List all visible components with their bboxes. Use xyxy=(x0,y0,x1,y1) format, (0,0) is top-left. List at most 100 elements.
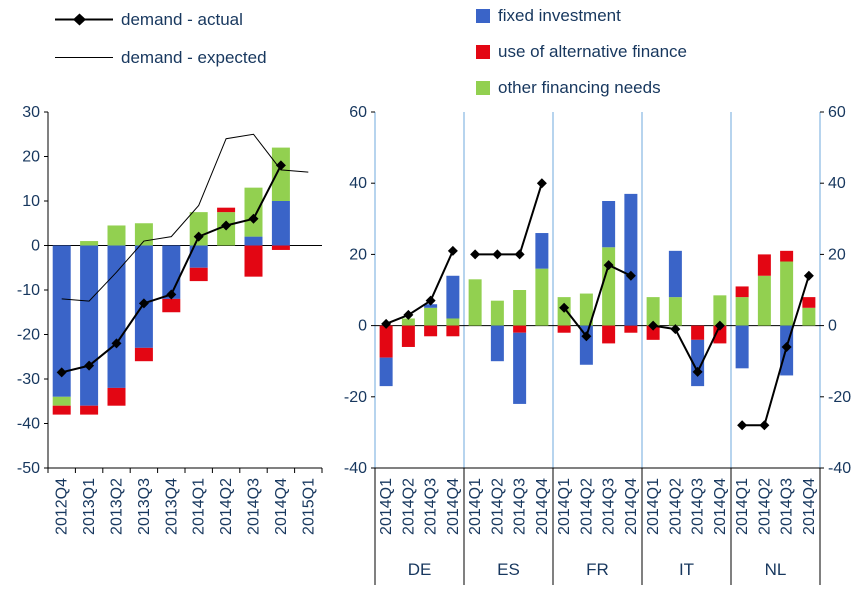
diamond-marker xyxy=(581,331,592,342)
y-axis-label-right: 0 xyxy=(828,318,837,335)
alternative-finance-swatch-icon xyxy=(476,44,490,59)
y-axis-label-right: 20 xyxy=(828,246,846,263)
bar-segment xyxy=(424,325,438,337)
x-axis-label: 2014Q1 xyxy=(191,478,208,535)
diamond-marker xyxy=(275,160,286,171)
bar-segment xyxy=(52,396,71,406)
bar-segment xyxy=(244,245,263,277)
legend-item-fixed-investment: fixed investment xyxy=(476,6,687,25)
diamond-marker xyxy=(536,178,547,189)
diamond-marker xyxy=(248,213,259,224)
diamond-marker xyxy=(447,245,458,256)
bar-segment xyxy=(134,245,153,348)
y-axis-label-right: -20 xyxy=(828,389,851,406)
country-label: IT xyxy=(679,560,694,579)
bar-segment xyxy=(446,325,460,337)
legend-item-alternative-finance: use of alternative finance xyxy=(476,42,687,61)
bar-segment xyxy=(244,187,263,237)
bar-segment xyxy=(162,298,181,313)
diamond-marker xyxy=(759,420,770,431)
y-axis-label-left: 60 xyxy=(349,104,367,121)
diamond-marker xyxy=(603,260,614,271)
bar-segment xyxy=(780,261,794,326)
bar-segment xyxy=(107,245,126,388)
bar-segment xyxy=(513,332,527,404)
bar-segment xyxy=(624,193,638,326)
x-axis-label: 2014Q2 xyxy=(578,478,595,535)
bar-segment xyxy=(557,325,571,333)
diamond-marker xyxy=(166,289,177,300)
country-label: DE xyxy=(408,560,432,579)
bar-segment xyxy=(80,245,99,406)
bar-segment xyxy=(735,325,749,369)
y-axis-label: -40 xyxy=(17,416,40,433)
diamond-marker xyxy=(625,270,636,281)
bar-segment xyxy=(80,241,99,246)
y-axis-label: -30 xyxy=(17,371,40,388)
bar-segment xyxy=(646,297,660,326)
bar-segment xyxy=(802,307,816,326)
x-axis-label: 2014Q3 xyxy=(246,478,263,535)
bar-segment xyxy=(513,290,527,326)
demand-line xyxy=(475,182,543,256)
legend-item-other-financing-needs: other financing needs xyxy=(476,78,687,97)
bar-segment xyxy=(271,245,290,250)
bar-segment xyxy=(424,304,438,308)
x-axis-label: 2013Q4 xyxy=(163,478,180,535)
bar-segment xyxy=(668,250,682,298)
y-axis-label: -20 xyxy=(17,327,40,344)
legend-label-demand-expected: demand - expected xyxy=(121,47,267,67)
y-axis-label-left: 40 xyxy=(349,175,367,192)
x-axis-label: 2014Q1 xyxy=(467,478,484,535)
bar-segment xyxy=(735,286,749,298)
bar-segment xyxy=(668,297,682,326)
demand-line xyxy=(742,275,810,427)
bar-segment xyxy=(513,325,527,333)
demand-line xyxy=(652,324,721,375)
diamond-marker xyxy=(111,338,122,349)
diamond-marker xyxy=(492,249,503,260)
diamond-marker xyxy=(403,309,414,320)
bar-segment xyxy=(401,325,415,347)
diamond-marker xyxy=(84,360,95,371)
y-axis-label: 10 xyxy=(22,193,40,210)
bar-segment xyxy=(189,267,208,282)
x-axis-label: 2015Q1 xyxy=(300,478,317,535)
demand-line xyxy=(61,133,309,302)
diamond-marker xyxy=(803,270,814,281)
x-axis-label: 2014Q4 xyxy=(712,478,729,535)
bar-segment xyxy=(757,254,771,276)
diamond-marker xyxy=(193,231,204,242)
bar-segment xyxy=(757,275,771,326)
legend-label-alternative-finance: use of alternative finance xyxy=(498,41,688,61)
x-axis-label: 2014Q4 xyxy=(273,478,290,535)
bar-segment xyxy=(217,207,236,213)
bar-segment xyxy=(424,307,438,326)
bar-segment xyxy=(535,268,549,326)
diamond-marker xyxy=(559,302,570,313)
diamond-marker xyxy=(737,420,748,431)
bar-segment xyxy=(691,325,705,340)
right-chart-legend: fixed investment use of alternative fina… xyxy=(476,6,687,114)
other-financing-needs-swatch-icon xyxy=(476,80,490,95)
x-axis-label: 2014Q4 xyxy=(623,478,640,535)
bar-segment xyxy=(107,387,126,406)
y-axis-label-right: 40 xyxy=(828,175,846,192)
legend-item-demand-actual: demand - actual xyxy=(55,10,267,29)
country-label: NL xyxy=(765,560,787,579)
bar-segment xyxy=(579,293,593,326)
y-axis-label: -50 xyxy=(17,460,40,477)
bar-segment xyxy=(271,147,290,201)
diamond-marker xyxy=(514,249,525,260)
x-axis-label: 2013Q2 xyxy=(109,478,126,535)
y-axis-label-left: 0 xyxy=(358,318,367,335)
left-chart-legend: demand - actual demand - expected xyxy=(55,10,267,86)
x-axis-label: 2014Q4 xyxy=(534,478,551,535)
x-axis-label: 2013Q1 xyxy=(81,478,98,535)
y-axis-label: -10 xyxy=(17,282,40,299)
bar-segment xyxy=(446,318,460,326)
x-axis-label: 2014Q2 xyxy=(667,478,684,535)
diamond-marker xyxy=(470,249,481,260)
bar-segment xyxy=(271,201,290,246)
